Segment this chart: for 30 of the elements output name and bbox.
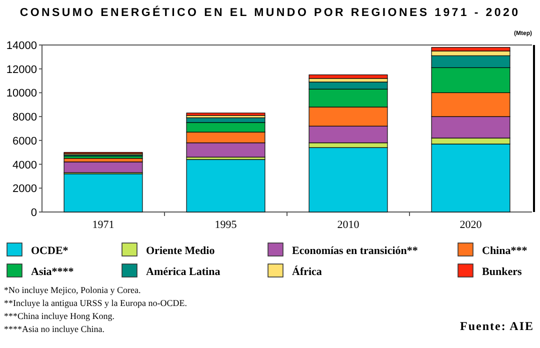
bar xyxy=(186,159,266,212)
y-tick-label: 10000 xyxy=(6,88,37,100)
x-tick-label: 2010 xyxy=(337,219,360,231)
source-note: Fuente: AIE xyxy=(460,319,534,333)
x-tick-label: 1971 xyxy=(92,219,114,231)
legend-label: América Latina xyxy=(146,266,221,278)
y-tick-label: 8000 xyxy=(12,112,37,124)
bar xyxy=(186,112,266,116)
y-tick-label: 4000 xyxy=(12,159,37,172)
text: **Incluye la antigua URSS y la Europa no-OCDE. xyxy=(4,298,187,308)
legend-label: Bunkers xyxy=(482,266,522,278)
legend-label: China*** xyxy=(482,245,528,257)
bar xyxy=(308,74,388,79)
legend-label: Economías en transición** xyxy=(292,245,418,257)
x-tick-label: 2020 xyxy=(460,219,482,231)
y-tick-label: 2000 xyxy=(12,183,37,196)
text: *No incluye Mejico, Polonia y Corea. xyxy=(4,285,141,295)
y-tick-label: 14000 xyxy=(6,40,37,52)
y-tick-label: 0 xyxy=(30,207,37,219)
bar xyxy=(308,147,388,212)
legend-label: Asia**** xyxy=(31,266,74,278)
chart-title: CONSUMO ENERGÉTICO EN EL MUNDO POR REGIONES 1971 - 2020 xyxy=(20,5,520,19)
text: ****Asia no incluye China. xyxy=(4,324,104,334)
y-tick-label: 6000 xyxy=(12,135,37,148)
text: ***China incluye Hong Kong. xyxy=(4,311,114,321)
legend-label: Oriente Medio xyxy=(146,245,216,257)
y-tick-label: 12000 xyxy=(6,64,37,76)
legend-label: OCDE* xyxy=(31,245,69,257)
x-tick-label: 1995 xyxy=(214,219,238,231)
legend-label: África xyxy=(292,265,322,278)
